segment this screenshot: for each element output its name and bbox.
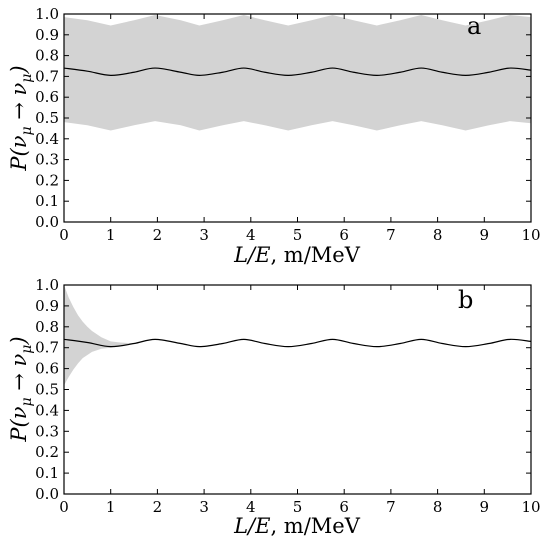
panel-a-ytick-label: 0.6 <box>35 88 59 106</box>
panel-a-xtick-label: 3 <box>199 226 209 244</box>
panel-a-xtick-label: 2 <box>153 226 163 244</box>
panel-b-xtick-label: 3 <box>199 498 209 516</box>
panel-a-mean-curve <box>63 67 532 76</box>
panel-b-xlabel: L/E, m/MeV <box>233 514 361 538</box>
panel-b-xtick-label: 1 <box>106 498 116 516</box>
panel-b-ytick-label: 0.0 <box>35 485 59 503</box>
panel-b-xtick-label: 4 <box>246 498 256 516</box>
panel-b-ytick-label: 1.0 <box>35 276 59 294</box>
panel-a-ticks: 0 1 2 3 4 5 6 7 8 9 10 0.0 0.1 0.2 0.3 0.4 0.5 0.6 0.7 0.8 0… <box>35 5 540 244</box>
panel-b-ytick-label: 0.7 <box>35 339 59 357</box>
panel-a-xtick-label: 7 <box>386 226 396 244</box>
panel-b-xtick-label: 8 <box>433 498 443 516</box>
panel-b-ytick-label: 0.4 <box>35 401 59 419</box>
panel-a-ytick-label: 0.2 <box>35 171 59 189</box>
panel-b-ytick-label: 0.6 <box>35 360 59 378</box>
panel-a-xtick-label: 5 <box>293 226 303 244</box>
panel-b-frame <box>63 284 532 495</box>
panel-b-ticks: 0 1 2 3 4 5 6 7 8 9 10 0.0 0.1 0.2 0.3 0.4 0.5 0.6 0.7 0.8 0… <box>35 276 540 516</box>
panel-a: 0 1 2 3 4 5 6 7 8 9 10 0.0 0.1 0.2 0.3 0.4 0.5 0.6 0.7 0.8 0… <box>7 5 541 267</box>
panel-b-ylabel: P(νμ → νμ) <box>7 336 35 442</box>
panel-a-uncertainty-band <box>64 15 531 131</box>
panel-a-xtick-label: 4 <box>246 226 256 244</box>
panel-b-plot <box>63 285 532 386</box>
panel-a-ytick-label: 0.0 <box>35 213 59 231</box>
panel-a-letter: a <box>467 12 481 40</box>
panel-a-ytick-label: 0.9 <box>35 26 59 44</box>
panel-b-xtick-label: 9 <box>480 498 490 516</box>
panel-a-ytick-label: 0.5 <box>35 109 59 127</box>
panel-b-xtick-label: 0 <box>59 498 69 516</box>
panel-b-ytick-label: 0.3 <box>35 422 59 440</box>
panel-b-xtick-label: 2 <box>153 498 163 516</box>
panel-a-ytick-label: 0.1 <box>35 192 59 210</box>
panel-a-ytick-label: 0.4 <box>35 130 59 148</box>
panel-a-ytick-label: 1.0 <box>35 5 59 23</box>
panel-a-xtick-label: 8 <box>433 226 443 244</box>
panel-b-xtick-label: 5 <box>293 498 303 516</box>
panel-a-ylabel: P(νμ → νμ) <box>7 65 35 171</box>
panel-a-ytick-label: 0.7 <box>35 67 59 85</box>
panel-b-ytick-label: 0.1 <box>35 464 59 482</box>
panel-b-ytick-label: 0.2 <box>35 443 59 461</box>
panel-b-ytick-label: 0.5 <box>35 381 59 399</box>
panel-a-plot <box>63 15 532 131</box>
panel-b-uncertainty-band <box>64 285 135 386</box>
panel-a-xtick-label: 0 <box>59 226 69 244</box>
panel-b-mean-curve <box>63 338 532 348</box>
panel-a-xtick-label: 9 <box>480 226 490 244</box>
panel-a-ytick-label: 0.8 <box>35 47 59 65</box>
panel-b-letter: b <box>458 286 473 314</box>
panel-a-xtick-label: 1 <box>106 226 116 244</box>
panel-b-xtick-label: 7 <box>386 498 396 516</box>
panel-a-xtick-label: 6 <box>339 226 349 244</box>
panel-b-ytick-label: 0.9 <box>35 297 59 315</box>
panel-b-xtick-label: 10 <box>521 498 540 516</box>
panel-a-ytick-label: 0.3 <box>35 151 59 169</box>
panel-a-xlabel: L/E, m/MeV <box>233 243 361 267</box>
panel-b: 0 1 2 3 4 5 6 7 8 9 10 0.0 0.1 0.2 0.3 0.4 0.5 0.6 0.7 0.8 0… <box>7 276 541 538</box>
panel-b-xtick-label: 6 <box>339 498 349 516</box>
panel-b-ytick-label: 0.8 <box>35 318 59 336</box>
panel-a-xtick-label: 10 <box>521 226 540 244</box>
